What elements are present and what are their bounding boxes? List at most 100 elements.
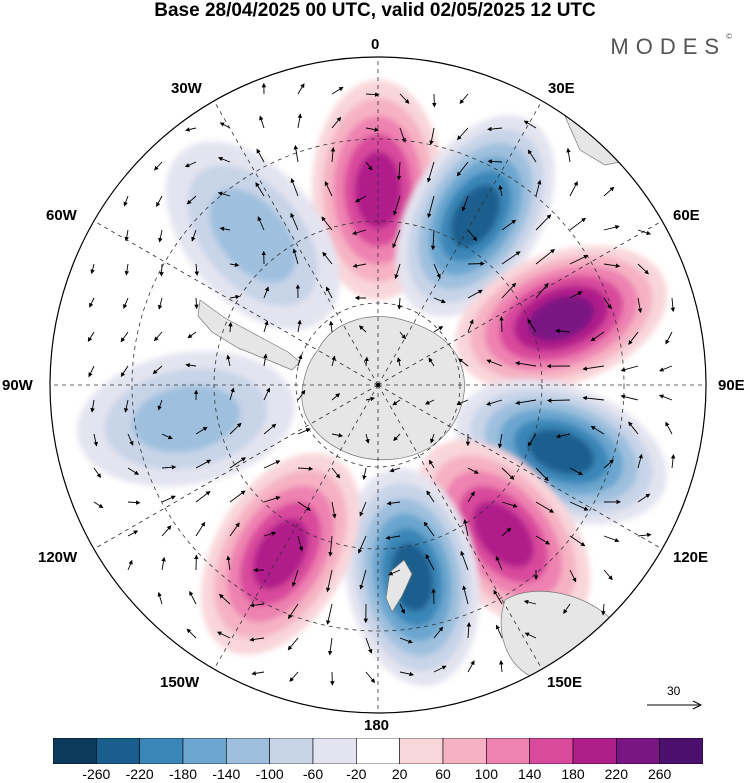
wind-arrow bbox=[527, 318, 537, 333]
wind-arrow bbox=[569, 501, 589, 511]
colorbar-swatch bbox=[139, 738, 184, 764]
wind-arrow bbox=[364, 356, 369, 367]
wind-arrow bbox=[603, 224, 620, 231]
wind-arrow bbox=[385, 535, 401, 540]
wind-arrow bbox=[582, 365, 605, 371]
wind-arrow bbox=[628, 331, 639, 345]
wind-arrow bbox=[620, 365, 639, 372]
colorbar-swatch bbox=[182, 738, 227, 764]
wind-arrow bbox=[582, 395, 605, 401]
wind-arrow bbox=[394, 263, 401, 280]
wind-arrow bbox=[535, 501, 555, 513]
wind-arrow bbox=[460, 550, 469, 571]
wind-arrow bbox=[157, 591, 163, 605]
wind-arrow bbox=[328, 535, 333, 557]
wind-arrow bbox=[158, 229, 163, 243]
colorbar-swatch bbox=[312, 738, 357, 764]
wind-arrow bbox=[433, 263, 441, 279]
wind-arrow bbox=[535, 248, 556, 265]
wind-arrow bbox=[365, 637, 373, 654]
wind-arrow bbox=[637, 263, 649, 275]
colorbar-ticks: -260 -220 -180 -140 -100 -60 -20 20 60 100 140 180 2… bbox=[0, 766, 750, 783]
wind-arrow bbox=[659, 365, 673, 372]
lon-label-150w: 150W bbox=[160, 674, 200, 691]
wind-arrow bbox=[161, 525, 172, 537]
wind-arrow bbox=[603, 263, 621, 268]
wind-arrow bbox=[467, 289, 483, 299]
wind-arrow bbox=[637, 229, 652, 236]
wind-arrow bbox=[297, 466, 314, 471]
wind-arrow bbox=[458, 358, 469, 367]
colorbar-swatch bbox=[53, 738, 97, 764]
wind-arrow bbox=[467, 491, 475, 503]
wind-arrow bbox=[259, 115, 265, 129]
wind-arrow bbox=[535, 179, 542, 197]
wind-arrow bbox=[161, 556, 166, 571]
wind-arrow bbox=[487, 159, 503, 164]
wind-arrow bbox=[297, 83, 305, 95]
wind-arrow bbox=[462, 585, 469, 605]
wind-arrow bbox=[429, 127, 435, 146]
wind-arrow bbox=[194, 263, 199, 276]
wind-arrow bbox=[392, 229, 401, 249]
colorbar-tick-label: -140 bbox=[212, 766, 241, 782]
wind-arrow bbox=[433, 297, 446, 304]
colorbar-tick-label: 20 bbox=[391, 766, 408, 782]
wind-arrow bbox=[185, 127, 197, 132]
colorbar-tick-label: -20 bbox=[346, 766, 367, 782]
wind-arrow bbox=[120, 331, 129, 343]
wind-arrow bbox=[327, 637, 333, 656]
wind-arrow bbox=[426, 161, 435, 183]
wind-arrow bbox=[431, 588, 436, 605]
wind-arrow bbox=[161, 464, 177, 470]
wind-arrow bbox=[670, 297, 676, 313]
wind-arrow bbox=[255, 182, 265, 197]
colorbar-swatch bbox=[572, 738, 617, 764]
wind-arrow bbox=[93, 467, 102, 479]
wind-arrow bbox=[263, 286, 269, 299]
wind-arrow bbox=[467, 467, 479, 474]
wind-arrow bbox=[249, 637, 265, 642]
colorbar-tick-label: 220 bbox=[604, 766, 629, 782]
wind-arrow bbox=[217, 156, 231, 163]
wind-arrow bbox=[590, 331, 605, 342]
wind-arrow bbox=[399, 603, 405, 615]
lon-label-90e: 90E bbox=[718, 377, 745, 394]
meridian-lines bbox=[50, 57, 706, 713]
wind-arrow bbox=[515, 361, 537, 367]
wind-vectors bbox=[87, 82, 676, 686]
wind-arrow bbox=[124, 263, 130, 276]
wind-arrow bbox=[249, 603, 265, 608]
wind-arrow bbox=[603, 535, 620, 543]
wind-arrow bbox=[297, 354, 303, 367]
wind-arrow bbox=[569, 291, 583, 299]
wind-arrow bbox=[499, 316, 504, 333]
wind-arrow bbox=[365, 92, 380, 97]
wind-arrow bbox=[393, 433, 401, 442]
lon-label-60e: 60E bbox=[673, 207, 700, 224]
wind-arrow bbox=[467, 319, 474, 333]
colorbar-swatch bbox=[616, 738, 660, 764]
wind-arrow bbox=[161, 495, 176, 503]
wind-arrow bbox=[569, 535, 586, 547]
meridian-line bbox=[377, 220, 663, 386]
wind-arrow bbox=[501, 219, 517, 231]
wind-arrow bbox=[501, 527, 512, 537]
wind-arrow bbox=[393, 195, 401, 216]
wind-arrow bbox=[535, 282, 549, 299]
wind-arrow bbox=[287, 637, 299, 651]
wind-arrow bbox=[330, 147, 336, 163]
wind-arrow bbox=[331, 467, 341, 479]
wind-arrow bbox=[399, 127, 406, 143]
wind-arrow bbox=[263, 320, 269, 333]
wind-arrow bbox=[527, 149, 537, 163]
wind-arrow bbox=[297, 535, 304, 552]
wind-arrow bbox=[459, 93, 469, 104]
wind-arrow bbox=[93, 501, 104, 509]
wind-arrow bbox=[365, 433, 370, 444]
wind-arrow bbox=[456, 399, 469, 406]
wind-arrow bbox=[228, 321, 233, 333]
wind-arrow bbox=[293, 144, 299, 163]
wind-arrow bbox=[229, 522, 240, 537]
